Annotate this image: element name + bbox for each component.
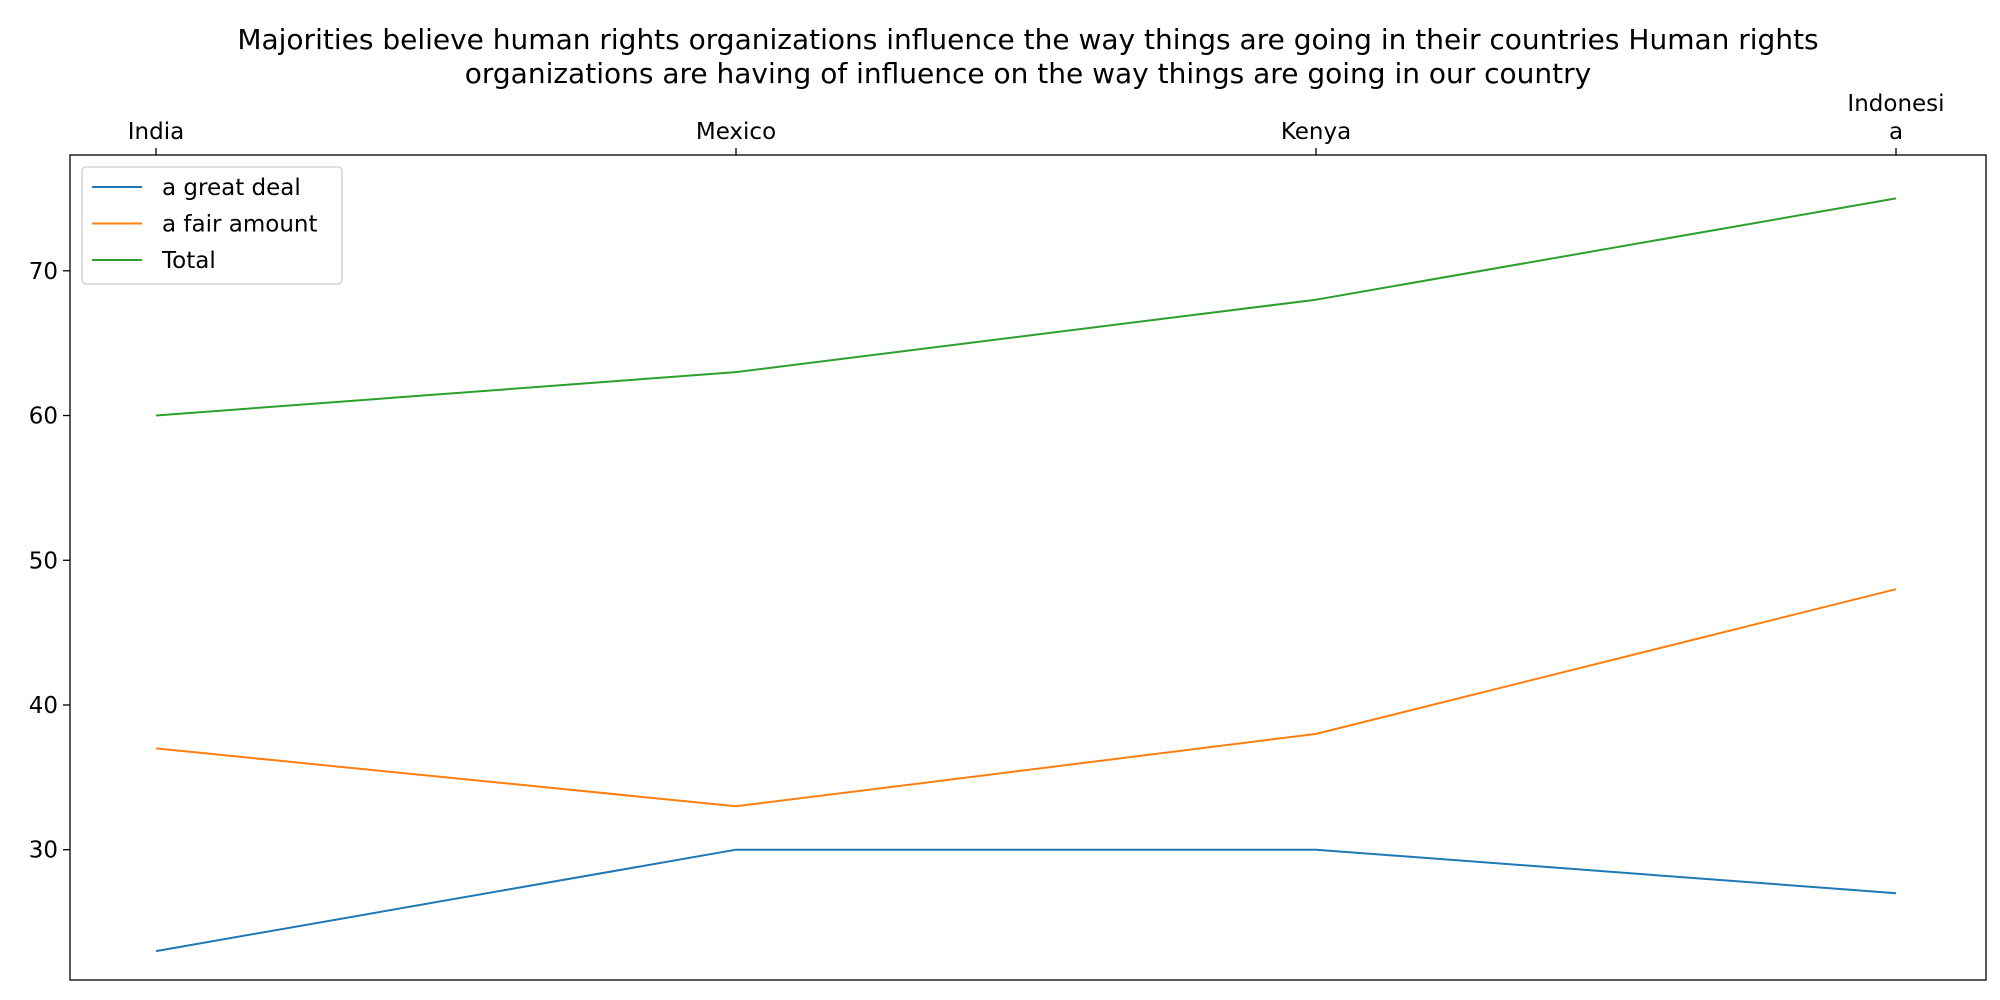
legend: a great deal a fair amount Total [81,166,343,285]
x-tick-label: Kenya [1281,119,1351,145]
chart-title-line: Majorities believe human rights organiza… [237,23,1818,56]
chart-title: Majorities believe human rights organiza… [237,23,1818,90]
series-line-a-fair-amount [155,588,1897,808]
legend-box [81,166,343,285]
y-tick-label: 70 [29,259,58,285]
plot-area [69,154,1987,981]
chart-title-line: organizations are having of influence on… [465,57,1591,90]
x-axis: India Mexico Kenya Indonesi a [128,91,1945,155]
series-line-total [155,197,1897,417]
legend-label: a great deal [162,175,301,201]
y-tick-label: 40 [29,693,58,719]
y-tick-label: 30 [29,838,58,864]
plot-frame [69,154,1987,981]
x-tick-label: India [128,119,184,145]
series-line-a-great-deal [155,848,1897,953]
y-tick-label: 60 [29,404,58,430]
legend-label: Total [161,248,216,274]
x-tick-label: Mexico [696,119,776,145]
series-lines [155,197,1897,953]
y-tick-label: 50 [29,548,58,574]
x-tick-label: Indonesi a [1847,91,1944,145]
y-axis: 30 40 50 60 70 [29,259,70,864]
legend-label: a fair amount [162,212,318,238]
